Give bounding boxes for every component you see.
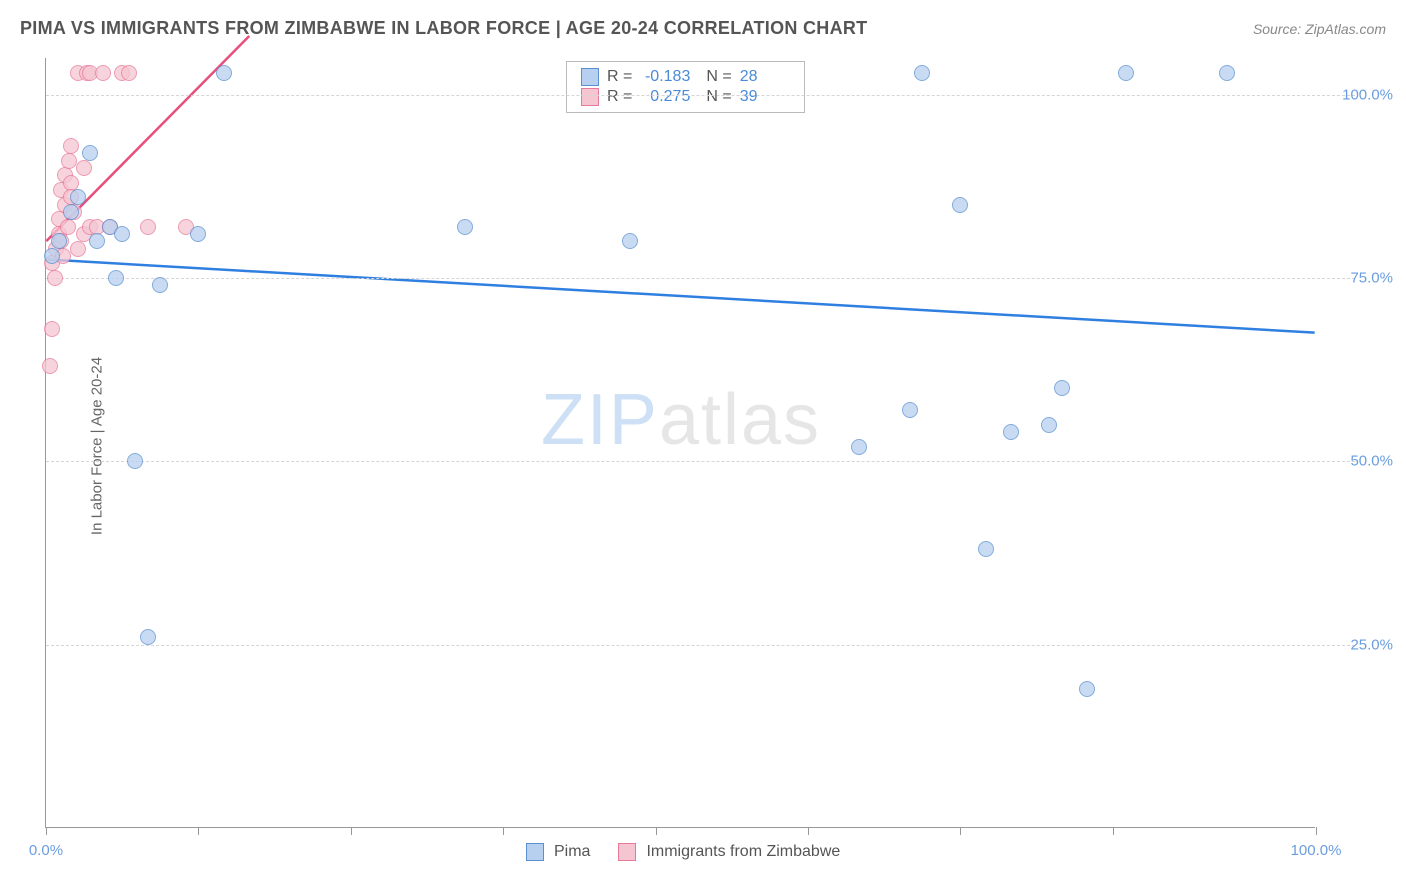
scatter-point: [76, 160, 92, 176]
scatter-point: [44, 321, 60, 337]
stat-n-value: 39: [740, 88, 790, 106]
watermark: ZIPatlas: [541, 379, 821, 461]
scatter-point: [152, 277, 168, 293]
scatter-point: [190, 226, 206, 242]
gridline-horizontal: [46, 95, 1355, 96]
scatter-point: [44, 248, 60, 264]
stats-legend-box: R = -0.183 N = 28 R = 0.275 N = 39: [566, 61, 805, 113]
source-attribution: Source: ZipAtlas.com: [1253, 21, 1386, 37]
stat-r-value: -0.183: [640, 68, 690, 86]
scatter-point: [47, 270, 63, 286]
scatter-point: [914, 65, 930, 81]
y-tick-label: 50.0%: [1350, 453, 1393, 470]
x-tick-label: 0.0%: [29, 842, 63, 859]
y-tick-label: 25.0%: [1350, 636, 1393, 653]
series-legend: Pima Immigrants from Zimbabwe: [526, 843, 858, 861]
scatter-point: [1003, 424, 1019, 440]
stats-row: R = -0.183 N = 28: [581, 67, 790, 87]
scatter-point: [1041, 417, 1057, 433]
scatter-point: [70, 189, 86, 205]
stat-n-value: 28: [740, 68, 790, 86]
gridline-horizontal: [46, 645, 1355, 646]
y-tick-label: 100.0%: [1342, 86, 1393, 103]
trend-line: [46, 259, 1314, 332]
x-tick: [503, 827, 504, 835]
chart-container: PIMA VS IMMIGRANTS FROM ZIMBABWE IN LABO…: [0, 0, 1406, 892]
stat-n-label: N =: [706, 68, 731, 86]
scatter-point: [89, 233, 105, 249]
scatter-point: [42, 358, 58, 374]
gridline-horizontal: [46, 461, 1355, 462]
scatter-point: [108, 270, 124, 286]
gridline-horizontal: [46, 278, 1355, 279]
scatter-point: [952, 197, 968, 213]
legend-swatch: [526, 843, 544, 861]
scatter-point: [1079, 681, 1095, 697]
scatter-point: [61, 153, 77, 169]
stat-r-label: R =: [607, 88, 632, 106]
scatter-point: [127, 453, 143, 469]
stat-n-label: N =: [706, 88, 731, 106]
x-tick-label: 100.0%: [1291, 842, 1342, 859]
x-tick: [656, 827, 657, 835]
scatter-point: [114, 226, 130, 242]
x-tick: [351, 827, 352, 835]
legend-swatch: [618, 843, 636, 861]
scatter-point: [1219, 65, 1235, 81]
legend-swatch: [581, 68, 599, 86]
trend-lines: [46, 58, 1315, 827]
scatter-point: [622, 233, 638, 249]
x-tick: [1316, 827, 1317, 835]
scatter-point: [140, 629, 156, 645]
scatter-point: [51, 233, 67, 249]
x-tick: [1113, 827, 1114, 835]
stat-r-value: 0.275: [640, 88, 690, 106]
scatter-point: [1054, 380, 1070, 396]
scatter-point: [70, 241, 86, 257]
scatter-point: [978, 541, 994, 557]
stat-r-label: R =: [607, 68, 632, 86]
scatter-point: [902, 402, 918, 418]
scatter-point: [63, 204, 79, 220]
scatter-point: [63, 175, 79, 191]
x-tick: [808, 827, 809, 835]
scatter-point: [851, 439, 867, 455]
legend-series-name: Pima: [554, 843, 590, 861]
scatter-point: [457, 219, 473, 235]
scatter-point: [121, 65, 137, 81]
scatter-point: [216, 65, 232, 81]
y-tick-label: 75.0%: [1350, 270, 1393, 287]
legend-series-name: Immigrants from Zimbabwe: [646, 843, 840, 861]
scatter-point: [82, 145, 98, 161]
x-tick: [960, 827, 961, 835]
plot-area: R =-0.183N =28R =0.275N =39 PimaImmigran…: [45, 58, 1315, 828]
title-bar: PIMA VS IMMIGRANTS FROM ZIMBABWE IN LABO…: [20, 18, 1386, 39]
chart-title: PIMA VS IMMIGRANTS FROM ZIMBABWE IN LABO…: [20, 18, 867, 39]
scatter-point: [140, 219, 156, 235]
legend-swatch: [581, 88, 599, 106]
x-tick: [198, 827, 199, 835]
stats-row: R = 0.275 N = 39: [581, 87, 790, 107]
scatter-point: [63, 138, 79, 154]
scatter-point: [1118, 65, 1134, 81]
scatter-point: [60, 219, 76, 235]
scatter-point: [95, 65, 111, 81]
x-tick: [46, 827, 47, 835]
